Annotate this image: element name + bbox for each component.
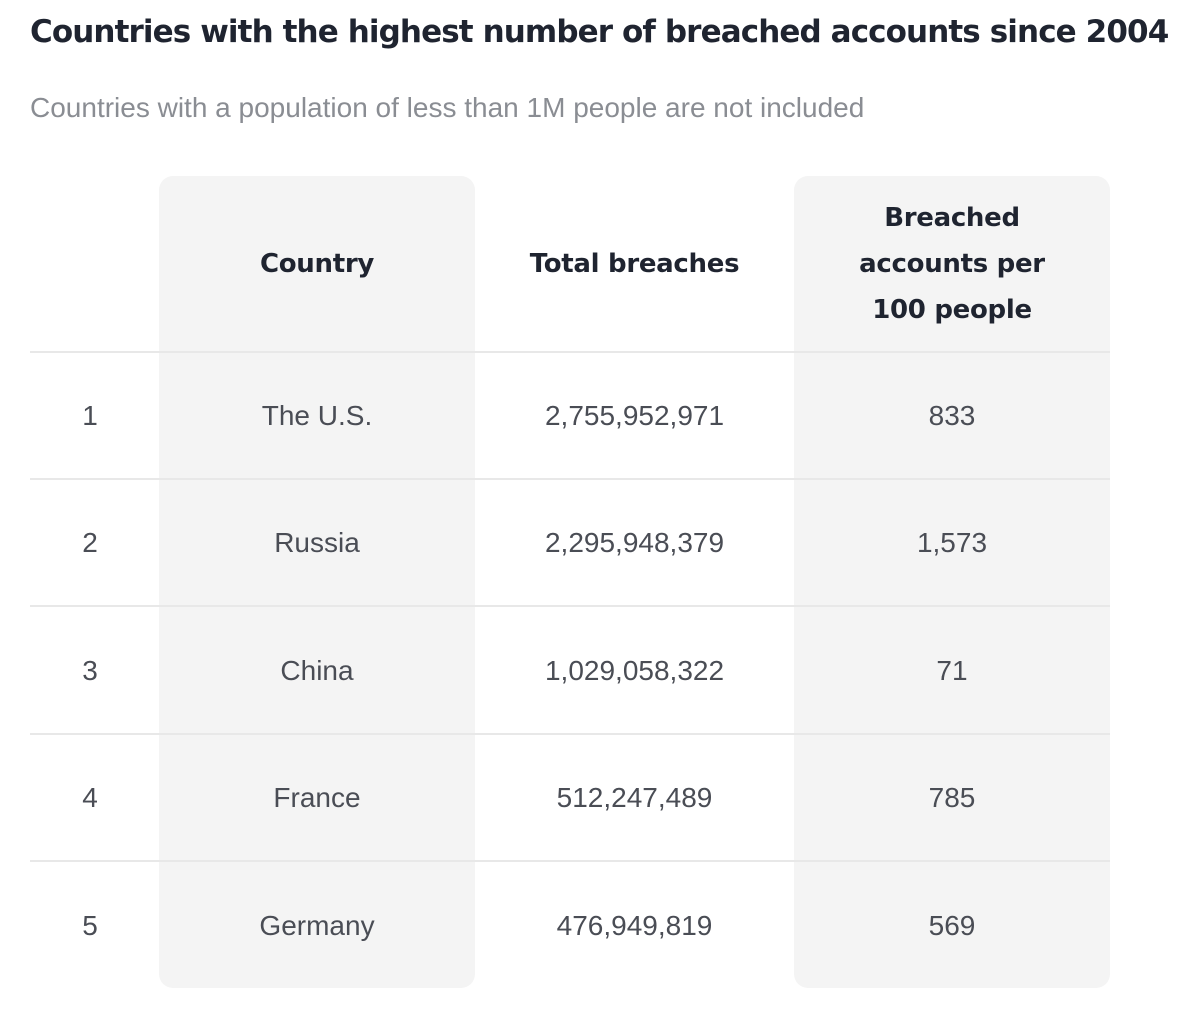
header-divider bbox=[30, 351, 1110, 353]
per100-cell: 569 bbox=[928, 909, 976, 941]
header-country: Country bbox=[259, 249, 375, 279]
country-cell: China bbox=[280, 654, 354, 686]
table-row: 2 Russia 2,295,948,379 1,573 bbox=[30, 480, 1110, 607]
total-breaches-cell: 2,755,952,971 bbox=[544, 399, 725, 431]
chart-subtitle: Countries with a population of less than… bbox=[30, 92, 865, 123]
header-per100-label: Breached accounts per 100 people bbox=[859, 203, 1045, 325]
total-breaches-cell: 2,295,948,379 bbox=[544, 527, 725, 559]
rank-cell: 3 bbox=[82, 654, 98, 686]
breach-table: Country Total breaches Breached accounts… bbox=[30, 176, 1110, 988]
country-cell: The U.S. bbox=[261, 399, 373, 431]
country-cell: Russia bbox=[274, 527, 360, 559]
table-body: 1 The U.S. 2,755,952,971 833 2 Russia 2,295,94… bbox=[30, 352, 1110, 990]
table-row: 3 China 1,029,058,322 71 bbox=[30, 607, 1110, 735]
per100-cell: 833 bbox=[928, 399, 976, 431]
header-per100: Breached accounts per 100 people bbox=[794, 176, 1110, 352]
row-divider bbox=[30, 732, 1110, 735]
row-divider bbox=[30, 477, 1110, 480]
total-breaches-cell: 512,247,489 bbox=[556, 782, 713, 814]
row-divider bbox=[30, 605, 1110, 607]
table-row: 1 The U.S. 2,755,952,971 833 bbox=[30, 352, 1110, 480]
rank-cell: 4 bbox=[82, 782, 98, 814]
country-cell: France bbox=[273, 782, 361, 814]
row-divider bbox=[30, 860, 1110, 862]
total-breaches-cell: 476,949,819 bbox=[556, 909, 713, 941]
country-cell: Germany bbox=[259, 909, 375, 941]
per100-cell: 71 bbox=[936, 654, 968, 686]
header-total-breaches: Total breaches bbox=[529, 249, 740, 279]
rank-cell: 5 bbox=[82, 909, 98, 941]
header-rank bbox=[30, 176, 159, 352]
rank-cell: 1 bbox=[82, 399, 98, 431]
rank-cell: 2 bbox=[82, 527, 98, 559]
table-row: 4 France 512,247,489 785 bbox=[30, 735, 1110, 862]
country-column-background bbox=[159, 176, 475, 988]
total-breaches-cell: 1,029,058,322 bbox=[544, 654, 725, 686]
per100-column-background bbox=[794, 176, 1110, 988]
chart-title: Countries with the highest number of bre… bbox=[30, 14, 1169, 50]
per100-cell: 785 bbox=[928, 782, 976, 814]
per100-cell: 1,573 bbox=[916, 527, 988, 559]
table-row: 5 Germany 476,949,819 569 bbox=[30, 862, 1110, 990]
